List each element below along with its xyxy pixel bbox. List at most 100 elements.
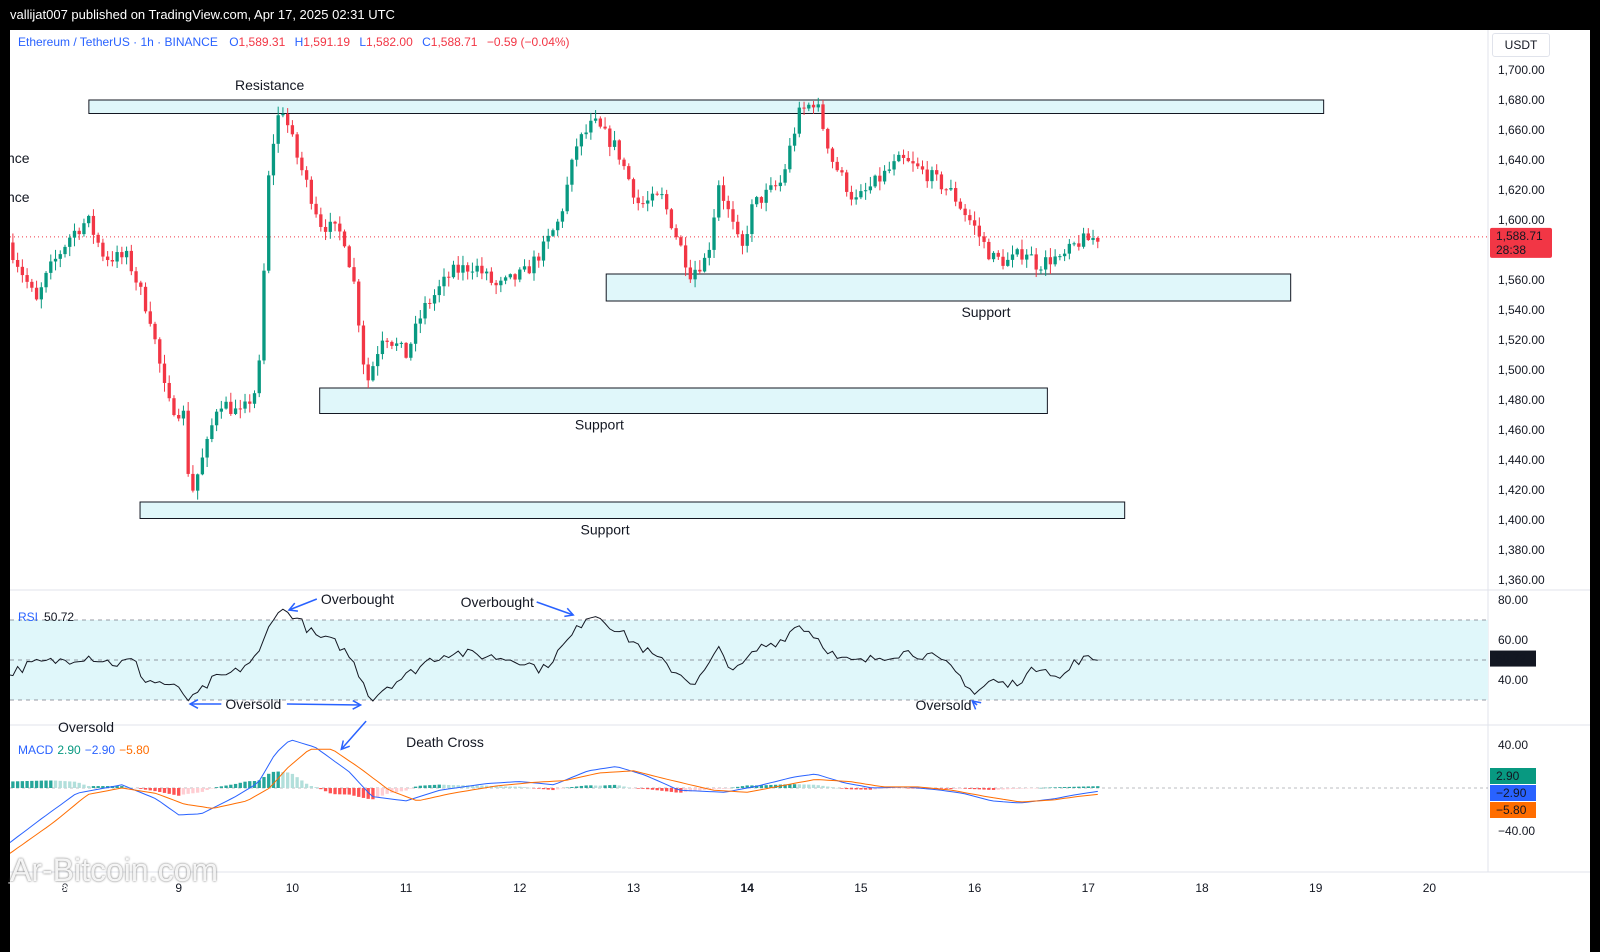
candle-body — [390, 341, 394, 346]
candle-body — [821, 104, 825, 129]
rsi-title[interactable]: RSI — [18, 610, 39, 624]
macd-histogram-bar — [58, 780, 62, 788]
close-value: 1,588.71 — [430, 35, 478, 49]
candle-body — [849, 191, 854, 200]
candle-body — [276, 115, 280, 144]
candle-body — [177, 415, 181, 419]
low-label: L — [359, 35, 367, 49]
macd-histogram-bar — [646, 788, 650, 790]
candle-body — [570, 159, 574, 185]
candle-body — [466, 265, 470, 272]
candle-body — [845, 172, 849, 192]
annotation-arrowhead — [352, 699, 363, 710]
candle-body — [484, 271, 489, 274]
macd-histogram-bar — [873, 788, 877, 790]
macd-histogram-bar — [371, 788, 375, 800]
last-price-tag — [1490, 227, 1552, 258]
candle-body — [87, 215, 91, 224]
x-tick-label: 17 — [1082, 881, 1096, 895]
candle-body — [82, 223, 86, 235]
macd-histogram-bar — [835, 787, 839, 789]
candle-body — [480, 265, 484, 274]
candle-body — [214, 411, 219, 426]
price-tick-label: 1,560.00 — [1498, 273, 1545, 287]
low-value: 1,582.00 — [366, 35, 413, 49]
candle-body — [366, 364, 370, 381]
rsi-value-label: 50.72 — [1496, 652, 1526, 666]
macd-histogram-bar — [849, 788, 854, 790]
macd-histogram-bar — [243, 781, 247, 788]
macd-signal-tag-label: −5.80 — [1496, 803, 1527, 817]
candle-body — [1048, 257, 1053, 265]
candle-body — [338, 223, 342, 232]
macd-histogram-bar — [641, 788, 645, 789]
candle-body — [451, 264, 456, 278]
chart-canvas[interactable]: 1,700.00 1,680.00 1,660.00 1,640.00 1,620.00… — [10, 30, 1590, 952]
macd-histogram-bar — [579, 785, 584, 788]
annotation-arrowhead — [287, 602, 299, 612]
candle-body — [901, 154, 906, 158]
candle-body — [442, 276, 446, 287]
macd-histogram-bar — [522, 787, 527, 788]
candle-body — [721, 185, 726, 201]
candle-body — [257, 360, 261, 394]
candle-body — [1020, 249, 1024, 260]
macd-histogram-bar — [115, 786, 119, 788]
macd-histogram-bar — [911, 788, 915, 789]
candle-body — [110, 260, 115, 262]
macd-hist-tag — [1490, 768, 1536, 784]
annotation-arrowhead — [971, 699, 982, 710]
candle-body — [835, 161, 839, 171]
candle-body — [953, 188, 958, 202]
candle-body — [688, 267, 693, 280]
macd-histogram-bar — [925, 788, 929, 789]
candle-body — [683, 245, 688, 268]
macd-histogram-bar — [513, 786, 517, 788]
price-tick-label: 1,680.00 — [1498, 93, 1545, 107]
candle-body — [906, 157, 910, 162]
candle-body — [859, 191, 863, 198]
candle-body — [702, 257, 707, 272]
macd-histogram-bar — [764, 785, 768, 788]
macd-histogram-bar — [797, 784, 801, 788]
macd-histogram-bar — [394, 788, 399, 793]
zone-rect — [139, 501, 1126, 519]
candle-body — [518, 269, 522, 280]
macd-histogram-bar — [650, 788, 655, 790]
currency-button[interactable]: USDT — [1492, 33, 1550, 57]
candle-body — [229, 401, 233, 414]
macd-histogram-bar — [518, 786, 522, 788]
candle-body — [1001, 256, 1005, 266]
candle-body — [124, 250, 129, 258]
macd-histogram-bar — [195, 788, 200, 793]
macd-histogram-bar — [627, 787, 631, 788]
macd-histogram-bar — [958, 788, 963, 789]
candle-body — [252, 393, 257, 404]
macd-histogram-bar — [304, 783, 309, 788]
price-tick-label: 1,380.00 — [1498, 543, 1545, 557]
macd-line-value: −2.90 — [84, 743, 116, 757]
candle-body — [134, 271, 138, 283]
candle-body — [669, 209, 674, 229]
signal-line — [10, 748, 1098, 854]
candle-body — [1086, 233, 1090, 241]
candle-body — [267, 175, 271, 271]
macd-title[interactable]: MACD — [18, 743, 54, 757]
macd-histogram-bar — [181, 788, 186, 795]
candle-body — [470, 271, 475, 273]
candle-body — [167, 382, 171, 399]
symbol-title[interactable]: Ethereum / TetherUS · 1h · BINANCE — [18, 35, 218, 49]
chart-frame[interactable]: 1,700.00 1,680.00 1,660.00 1,640.00 1,620.00… — [10, 30, 1590, 952]
candle-body — [503, 277, 508, 281]
candle-body — [925, 169, 929, 182]
macd-histogram-bar — [30, 780, 34, 788]
macd-histogram-bar — [238, 782, 242, 788]
candle-body — [589, 120, 593, 133]
candle-body — [778, 182, 783, 187]
macd-histogram-bar — [191, 788, 195, 794]
macd-histogram-bar — [887, 788, 891, 789]
macd-histogram-bar — [49, 780, 53, 788]
x-tick-label: 15 — [854, 881, 868, 895]
candle-body — [930, 170, 934, 182]
candle-body — [968, 215, 972, 221]
